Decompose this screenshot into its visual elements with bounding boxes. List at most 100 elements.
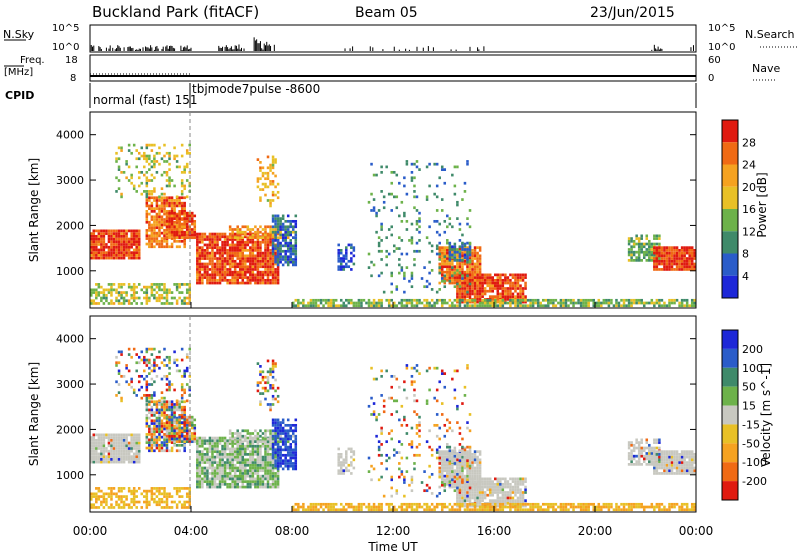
power-cell: [115, 248, 118, 252]
power-cell: [471, 298, 474, 302]
power-cell: [135, 234, 138, 238]
velocity-cell: [165, 438, 169, 442]
velocity-cell: [236, 432, 239, 435]
power-cell: [90, 237, 93, 241]
velocity-cell: [213, 436, 217, 440]
velocity-cell: [92, 452, 96, 456]
velocity-cell: [115, 452, 118, 456]
power-cell: [660, 254, 664, 258]
power-cell: [645, 248, 649, 251]
power-cell: [461, 298, 464, 302]
power-cell: [158, 285, 161, 289]
velocity-cell: [145, 399, 149, 403]
power-cell: [276, 265, 280, 269]
velocity-cell: [259, 373, 262, 376]
power-cell: [256, 180, 260, 183]
power-cell: [107, 251, 111, 255]
power-cell: [228, 278, 232, 282]
power-cell: [468, 287, 472, 290]
power-cell: [339, 259, 343, 263]
velocity-cell: [249, 440, 252, 444]
velocity-cell: [160, 435, 164, 439]
power-cell: [236, 230, 239, 234]
velocity-cell: [160, 391, 164, 395]
power-cell: [471, 262, 474, 266]
power-cell: [153, 293, 156, 297]
power-cell: [145, 170, 149, 174]
power-cell: [524, 273, 527, 277]
power-cell: [514, 273, 517, 277]
power-cell: [188, 228, 191, 231]
velocity-cell: [236, 458, 239, 462]
power-cell: [281, 236, 285, 240]
power-cell: [175, 236, 179, 240]
power-cell: [617, 301, 621, 305]
power-cell: [473, 268, 477, 271]
power-cell: [499, 273, 502, 277]
velocity-cell: [223, 480, 227, 483]
velocity-cell: [115, 460, 118, 464]
power-cell: [602, 301, 606, 305]
velocity-cell: [153, 391, 156, 395]
power-cell: [642, 304, 646, 308]
velocity-cell: [254, 477, 257, 481]
velocity-cell: [269, 447, 272, 451]
velocity-cell: [120, 447, 123, 450]
power-cell: [403, 176, 406, 180]
velocity-cell: [238, 444, 242, 448]
power-cell: [158, 218, 161, 221]
power-cell: [236, 251, 239, 255]
power-cell: [90, 248, 93, 252]
power-cell: [185, 195, 189, 199]
power-cell: [170, 302, 174, 305]
power-cell: [448, 279, 452, 283]
power-cell: [95, 283, 98, 286]
power-cell: [132, 291, 136, 294]
power-cell: [140, 288, 144, 292]
velocity-cell: [145, 503, 149, 507]
power-cell: [476, 292, 479, 296]
power-cell: [244, 257, 247, 260]
power-cell: [451, 304, 454, 308]
power-cell: [453, 281, 457, 285]
velocity-cell: [143, 369, 146, 373]
velocity-cell: [163, 396, 166, 400]
power-cell: [148, 154, 151, 158]
velocity-cell: [125, 438, 128, 442]
velocity-cell: [276, 421, 280, 424]
power-cell: [163, 234, 166, 238]
power-cell: [163, 220, 166, 224]
velocity-cell: [294, 434, 298, 438]
power-cell: [193, 228, 197, 231]
power-cell: [264, 238, 267, 241]
power-cell: [221, 246, 224, 250]
velocity-cell: [168, 380, 171, 384]
power-cell: [269, 163, 272, 167]
power-cell: [178, 196, 181, 200]
power-cell: [294, 239, 298, 242]
velocity-cell: [238, 485, 242, 489]
velocity-cell: [115, 447, 118, 450]
power-cell: [627, 237, 631, 240]
power-cell: [150, 160, 154, 163]
velocity-cell: [289, 464, 292, 468]
velocity-cell: [150, 492, 154, 496]
power-cell: [428, 271, 431, 275]
power-cell: [403, 211, 406, 215]
power-cell: [153, 157, 156, 161]
velocity-cell: [256, 434, 260, 438]
power-cell: [360, 304, 363, 308]
power-cell: [254, 265, 257, 269]
power-cell: [509, 284, 512, 288]
velocity-cell: [120, 433, 123, 437]
power-cell: [471, 292, 474, 296]
velocity-cell: [97, 444, 101, 448]
power-cell: [238, 276, 242, 279]
power-cell: [216, 243, 219, 247]
power-cell: [266, 259, 270, 263]
power-cell: [511, 287, 515, 290]
power-cell: [294, 241, 298, 245]
power-cell: [249, 230, 252, 234]
velocity-cell: [158, 427, 161, 431]
velocity-cell: [117, 449, 121, 453]
